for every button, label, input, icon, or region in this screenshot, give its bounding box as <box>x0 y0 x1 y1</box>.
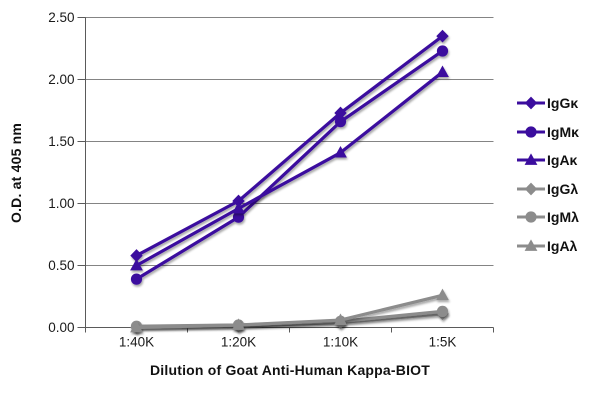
triangle-marker-icon <box>517 153 545 166</box>
circle-marker-icon <box>517 126 545 138</box>
x-tick-label: 1:5K <box>429 335 457 350</box>
legend-item-igal: IgAλ <box>516 232 579 261</box>
triangle-marker-icon <box>517 239 545 251</box>
legend-item-igml: IgMλ <box>516 203 579 232</box>
diamond-marker-icon <box>517 182 545 196</box>
x-tick-label: 1:40K <box>119 335 154 350</box>
x-tick-label: 1:10K <box>323 335 358 350</box>
legend-label: IgGλ <box>547 180 579 197</box>
x-axis-title: Dilution of Goat Anti-Human Kappa-BIOT <box>149 362 431 378</box>
series-iggk <box>130 29 449 262</box>
legend-label: IgMκ <box>547 123 579 140</box>
legend-item-igak: IgAκ <box>516 146 579 175</box>
chart-legend: IgGκ IgMκ IgAκ IgGλ IgMλ IgAλ <box>516 89 579 260</box>
x-tick-label: 1:20K <box>221 335 256 350</box>
legend-label: IgAλ <box>547 237 578 254</box>
y-tick-label: 0.00 <box>48 320 74 335</box>
y-tick-label: 0.50 <box>48 258 74 273</box>
gridlines <box>85 17 494 266</box>
tick-labels: 0.00 0.50 1.00 1.50 2.00 2.50 1:40K 1:20K 1:10K 1… <box>48 10 456 350</box>
legend-label: IgGκ <box>547 95 579 112</box>
legend-item-iggk: IgGκ <box>516 89 579 118</box>
y-tick-label: 2.00 <box>48 72 74 87</box>
y-tick-label: 1.00 <box>48 196 74 211</box>
legend-label: IgMλ <box>547 209 579 226</box>
series-igmk <box>130 45 449 285</box>
legend-item-igmk: IgMκ <box>516 118 579 147</box>
series-igak <box>130 65 449 271</box>
y-axis-title: O.D. at 405 nm <box>8 122 24 224</box>
y-tick-label: 2.50 <box>48 10 74 25</box>
y-tick-label: 1.50 <box>48 134 74 149</box>
diamond-marker-icon <box>517 96 545 110</box>
circle-marker-icon <box>517 211 545 223</box>
data-series <box>130 29 449 334</box>
legend-item-iggl: IgGλ <box>516 175 579 204</box>
legend-label: IgAκ <box>547 152 578 169</box>
series-igal <box>130 288 449 333</box>
